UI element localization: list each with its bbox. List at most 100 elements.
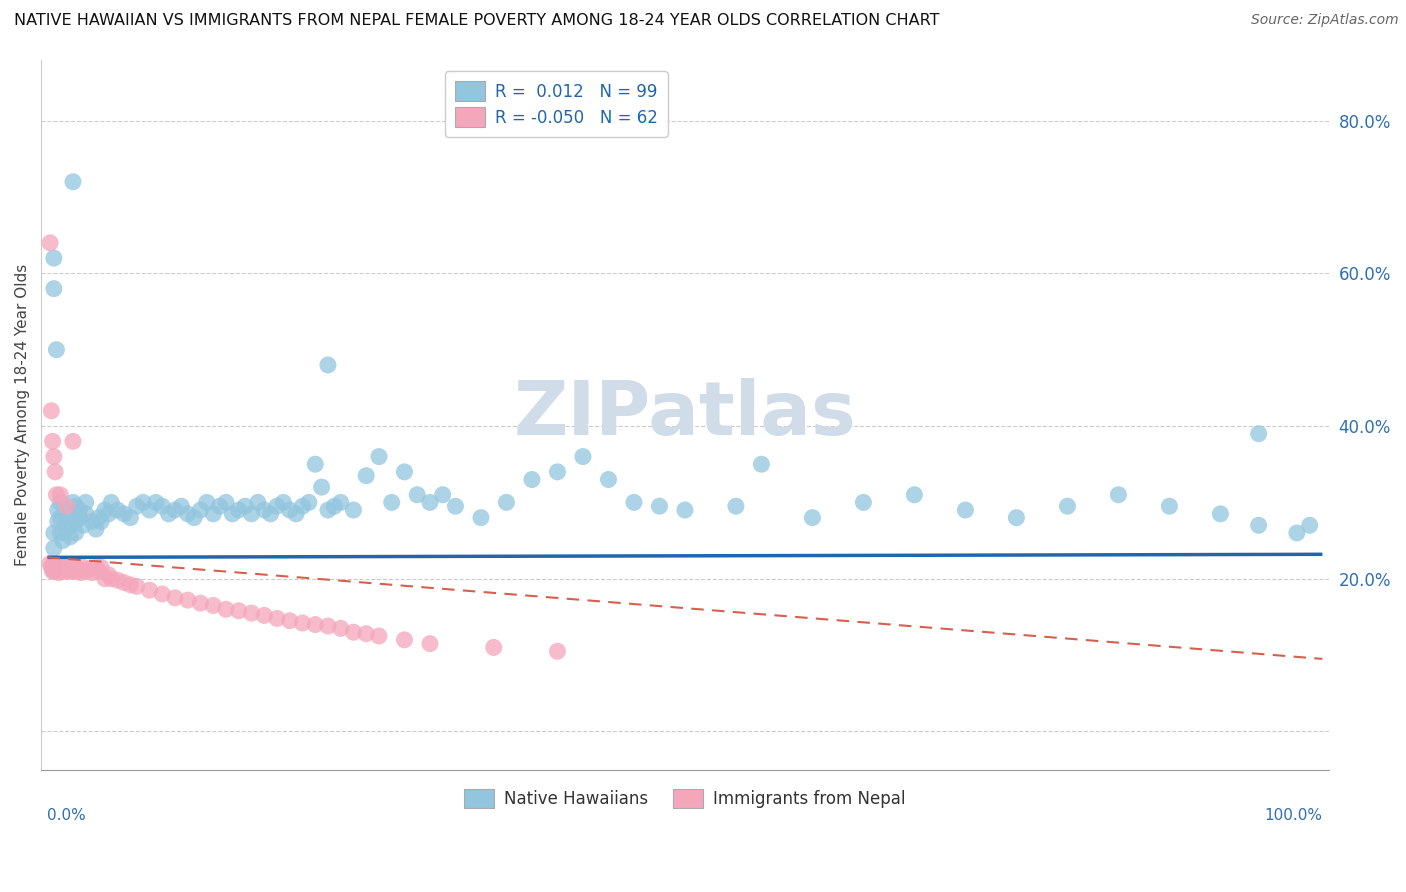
Point [470, 510, 492, 524]
Point [246, 495, 269, 509]
Point [42, 541, 65, 556]
Point [419, 637, 441, 651]
Point [195, 495, 218, 509]
Point [273, 495, 295, 509]
Point [56, 564, 79, 578]
Point [42, 251, 65, 265]
Point [77, 563, 100, 577]
Point [291, 499, 314, 513]
Point [311, 480, 333, 494]
Point [49, 558, 72, 572]
Point [266, 499, 288, 513]
Point [1209, 507, 1232, 521]
Point [546, 644, 568, 658]
Point [42, 450, 65, 464]
Text: 100.0%: 100.0% [1264, 808, 1323, 823]
Point [125, 579, 148, 593]
Point [94, 503, 117, 517]
Point [170, 499, 193, 513]
Point [520, 473, 543, 487]
Point [183, 510, 205, 524]
Point [228, 604, 250, 618]
Point [1005, 510, 1028, 524]
Point [316, 358, 339, 372]
Point [598, 473, 620, 487]
Point [62, 560, 84, 574]
Point [39, 404, 62, 418]
Point [572, 450, 595, 464]
Point [406, 488, 429, 502]
Point [852, 495, 875, 509]
Point [42, 564, 65, 578]
Point [368, 450, 391, 464]
Point [58, 563, 80, 577]
Point [82, 566, 104, 580]
Point [150, 587, 173, 601]
Point [1298, 518, 1320, 533]
Point [49, 510, 72, 524]
Point [42, 525, 65, 540]
Point [49, 563, 72, 577]
Point [177, 593, 200, 607]
Point [59, 560, 82, 574]
Point [125, 499, 148, 513]
Point [1107, 488, 1129, 502]
Point [903, 488, 925, 502]
Point [801, 510, 824, 524]
Point [354, 468, 377, 483]
Point [298, 495, 321, 509]
Point [75, 507, 97, 521]
Point [67, 503, 90, 517]
Point [42, 282, 65, 296]
Point [546, 465, 568, 479]
Point [120, 578, 142, 592]
Text: ZIPatlas: ZIPatlas [513, 378, 856, 451]
Point [112, 575, 135, 590]
Point [240, 606, 263, 620]
Point [394, 632, 416, 647]
Point [39, 235, 62, 250]
Point [278, 614, 301, 628]
Point [138, 583, 160, 598]
Text: Source: ZipAtlas.com: Source: ZipAtlas.com [1251, 13, 1399, 28]
Point [266, 611, 288, 625]
Point [259, 507, 281, 521]
Point [52, 533, 75, 548]
Point [419, 495, 441, 509]
Point [49, 525, 72, 540]
Point [444, 499, 467, 513]
Point [648, 499, 671, 513]
Point [495, 495, 517, 509]
Point [84, 522, 107, 536]
Point [84, 560, 107, 574]
Point [67, 510, 90, 524]
Point [1159, 499, 1181, 513]
Point [42, 557, 65, 571]
Point [323, 499, 346, 513]
Point [46, 515, 69, 529]
Point [87, 510, 110, 524]
Point [65, 525, 87, 540]
Point [955, 503, 977, 517]
Point [202, 599, 225, 613]
Point [163, 591, 186, 605]
Text: 0.0%: 0.0% [48, 808, 86, 823]
Point [751, 457, 773, 471]
Point [44, 564, 66, 578]
Point [45, 343, 67, 357]
Point [100, 495, 122, 509]
Point [120, 510, 142, 524]
Point [724, 499, 747, 513]
Point [75, 564, 97, 578]
Point [368, 629, 391, 643]
Point [46, 563, 69, 577]
Point [1285, 525, 1308, 540]
Point [65, 515, 87, 529]
Point [208, 499, 231, 513]
Point [221, 507, 243, 521]
Point [291, 615, 314, 630]
Point [316, 503, 339, 517]
Point [329, 621, 352, 635]
Point [72, 518, 94, 533]
Point [60, 564, 83, 578]
